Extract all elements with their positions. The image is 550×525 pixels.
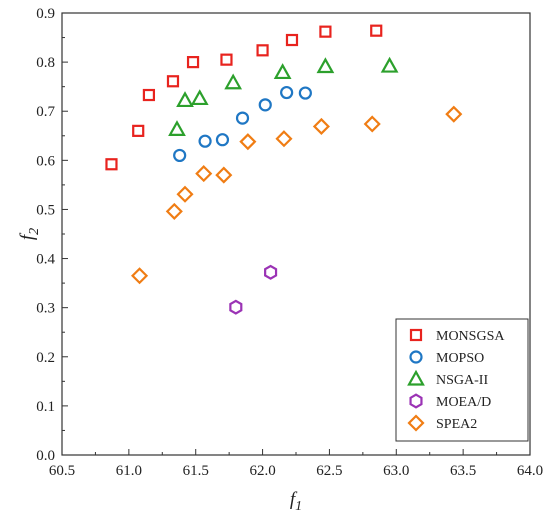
point-monsgsa <box>370 24 383 37</box>
point-mopso <box>198 134 212 148</box>
x-tick-label: 64.0 <box>517 463 543 479</box>
y-tick-label: 0.7 <box>36 104 55 120</box>
legend: MONSGSA MOPSO NSGA-II MOEA/D SPEA2 <box>395 318 529 442</box>
x-tick-label: 61.0 <box>116 463 142 479</box>
x-axis-title-subscript: 1 <box>295 499 302 514</box>
point-monsgsa <box>319 25 332 38</box>
legend-label-moea-d: MOEA/D <box>436 395 491 410</box>
x-axis-title: f1 <box>290 489 302 514</box>
point-spea2 <box>312 117 330 136</box>
y-tick-label: 0.9 <box>36 6 55 22</box>
y-tick-label: 0.1 <box>36 399 55 415</box>
point-spea2 <box>130 267 149 285</box>
x-axis: 60.5 61.0 61.5 62.0 62.5 63.0 63.5 64.0 <box>49 449 543 479</box>
point-mopso <box>235 111 250 125</box>
point-monsgsa <box>186 56 200 69</box>
legend-label-nsga-ii: NSGA-II <box>436 373 488 388</box>
legend-label-monsgsa: MONSGSA <box>436 329 505 344</box>
y-axis-title-subscript: 2 <box>27 228 42 235</box>
y-tick-label: 0.8 <box>36 55 55 71</box>
point-monsgsa <box>285 33 299 47</box>
point-nsga-ii <box>168 120 186 136</box>
point-nsga-ii <box>190 89 209 106</box>
point-spea2 <box>195 165 213 183</box>
y-tick-label: 0.3 <box>36 301 55 317</box>
point-monsgsa <box>142 88 156 102</box>
x-tick-label: 61.5 <box>183 463 209 479</box>
y-tick-label: 0.0 <box>36 448 55 464</box>
legend-marker-nsga-ii <box>407 369 425 386</box>
data-points <box>105 24 463 315</box>
x-axis-title-base: f <box>290 489 298 510</box>
y-tick-label: 0.6 <box>36 153 55 169</box>
point-nsga-ii <box>316 57 335 74</box>
y-axis-title-base: f <box>17 232 38 240</box>
point-nsga-ii <box>176 91 194 108</box>
y-axis: 0.0 0.1 0.2 0.3 0.4 0.5 0.6 0.7 0.8 0.9 <box>36 6 68 464</box>
point-spea2 <box>239 133 257 151</box>
y-tick-label: 0.4 <box>36 252 55 268</box>
point-nsga-ii <box>380 56 399 73</box>
point-monsgsa <box>256 44 269 57</box>
point-mopso <box>173 148 187 163</box>
point-mopso <box>280 85 294 100</box>
x-tick-label: 62.0 <box>249 463 275 479</box>
legend-label-mopso: MOPSO <box>436 351 484 366</box>
y-tick-label: 0.2 <box>36 350 55 366</box>
point-nsga-ii <box>273 63 292 80</box>
legend-marker-spea2 <box>407 414 425 432</box>
point-moea-d <box>264 264 278 280</box>
point-monsgsa <box>220 53 233 66</box>
point-nsga-ii <box>224 73 243 90</box>
x-tick-label: 63.0 <box>383 463 409 479</box>
point-spea2 <box>165 202 183 220</box>
point-monsgsa <box>166 75 180 88</box>
legend-marker-moea-d <box>409 393 423 409</box>
y-tick-label: 0.5 <box>36 202 55 218</box>
point-mopso <box>298 86 312 100</box>
point-mopso <box>258 98 272 112</box>
point-spea2 <box>275 130 293 148</box>
point-spea2 <box>215 166 233 184</box>
x-tick-label: 60.5 <box>49 463 75 479</box>
legend-label-spea2: SPEA2 <box>436 417 477 432</box>
point-moea-d <box>229 299 243 315</box>
legend-marker-monsgsa <box>409 328 423 342</box>
point-spea2 <box>176 185 194 203</box>
point-mopso <box>215 133 230 147</box>
point-spea2 <box>363 115 381 133</box>
x-tick-label: 62.5 <box>316 463 342 479</box>
x-tick-label: 63.5 <box>450 463 476 479</box>
legend-marker-mopso <box>409 350 423 364</box>
point-spea2 <box>445 105 463 123</box>
y-axis-title: f2 <box>17 228 42 240</box>
point-monsgsa <box>105 158 118 171</box>
point-monsgsa <box>132 124 145 137</box>
